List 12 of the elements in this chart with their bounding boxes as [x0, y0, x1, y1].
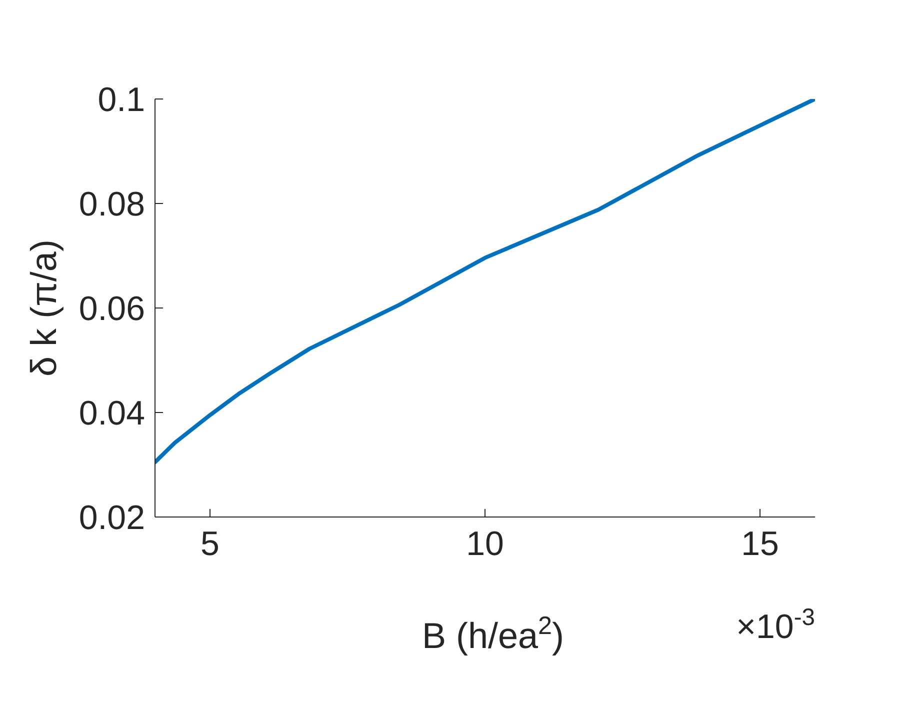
y-tick-label: 0.04 — [78, 394, 145, 433]
x-axis-title: B (h/ea$^{2}$) — [422, 612, 564, 656]
x-tick-label: 15 — [741, 525, 779, 564]
x-tick-label: 5 — [200, 525, 220, 564]
y-tick-label: 0.02 — [78, 499, 145, 538]
y-tick-label: 0.08 — [78, 186, 145, 224]
line-series — [155, 99, 815, 464]
y-tick-label: 0.1 — [98, 81, 145, 120]
y-tick-label: 0.06 — [78, 290, 145, 328]
text: ×10$^{-3}$ — [736, 604, 815, 646]
x-tick-label: 10 — [466, 525, 504, 564]
y-axis-title: δ k (π/a) — [23, 240, 64, 376]
